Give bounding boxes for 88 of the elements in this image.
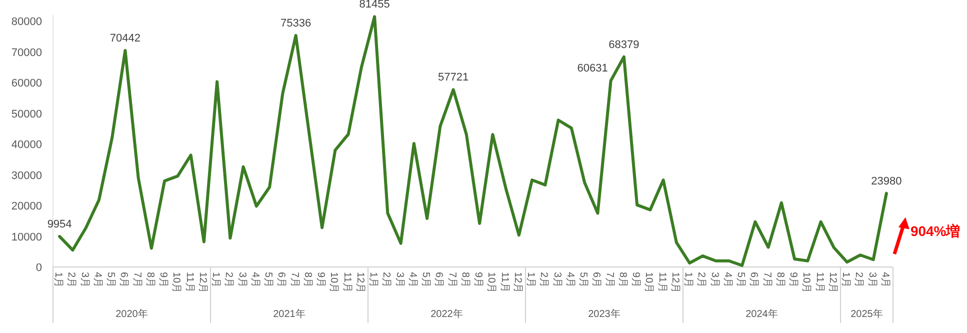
x-tick-label: 4月 — [92, 272, 103, 288]
x-tick-label: 7月 — [131, 272, 142, 288]
x-tick-label: 5月 — [578, 272, 589, 288]
text: 904%増 — [910, 223, 960, 239]
x-tick-label: 1月 — [368, 272, 379, 288]
x-tick-label: 10月 — [170, 272, 182, 294]
x-tick-label: 8月 — [459, 272, 470, 288]
text: 2020年 — [116, 308, 148, 320]
x-tick-label: 7月 — [288, 272, 300, 288]
x-tick-label: 10月 — [643, 272, 654, 294]
x-tick-label: 1月 — [682, 272, 694, 288]
data-label: 57721 — [438, 72, 469, 84]
x-tick-label: 4月 — [406, 272, 418, 288]
x-tick-label: 9月 — [158, 272, 169, 288]
x-tick-label: 6月 — [590, 272, 602, 288]
x-tick-label: 4月 — [722, 272, 733, 288]
x-tick-label: 8月 — [144, 272, 156, 288]
x-tick-label: 8月 — [774, 272, 786, 288]
x-tick-label: 12月 — [826, 272, 838, 294]
x-tick-label: 11月 — [184, 272, 195, 292]
x-tick-label: 4月 — [564, 272, 576, 288]
x-tick-label: 10月 — [486, 272, 497, 294]
y-tick-label: 60000 — [11, 78, 42, 90]
text: 2021年 — [273, 308, 306, 320]
x-tick-label: 2月 — [223, 272, 234, 288]
data-label: 81455 — [359, 0, 390, 11]
y-tick-label: 80000 — [11, 16, 42, 28]
x-tick-label: 7月 — [761, 272, 772, 288]
x-tick-label: 11月 — [498, 272, 510, 292]
x-tick-label: 7月 — [604, 272, 615, 288]
data-label: 60631 — [577, 62, 608, 75]
data-label: 70442 — [110, 32, 140, 45]
x-tick-label: 4月 — [249, 272, 260, 288]
x-tick-label: 7月 — [446, 272, 458, 288]
x-tick-label: 11月 — [656, 272, 668, 292]
x-tick-label: 3月 — [78, 272, 90, 288]
y-tick-label: 30000 — [11, 170, 42, 182]
text: 2024年 — [746, 308, 778, 320]
data-label: 23980 — [871, 175, 902, 188]
x-tick-label: 6月 — [118, 272, 130, 288]
x-tick-label: 2月 — [538, 272, 550, 288]
x-tick-label: 1月 — [210, 272, 222, 288]
x-tick-label: 2月 — [853, 272, 864, 288]
x-tick-label: 1月 — [52, 272, 64, 288]
x-tick-label: 2月 — [66, 272, 77, 288]
x-tick-label: 2月 — [380, 272, 392, 288]
x-tick-label: 5月 — [420, 272, 432, 288]
x-tick-label: 1月 — [840, 272, 852, 288]
x-tick-label: 5月 — [105, 272, 116, 288]
data-label: 9954 — [47, 218, 72, 230]
y-tick-label: 20000 — [11, 200, 42, 213]
x-tick-label: 12月 — [512, 272, 523, 294]
x-tick-label: 2月 — [696, 272, 707, 288]
y-tick-label: 50000 — [11, 108, 42, 120]
x-tick-label: 1月 — [525, 272, 536, 288]
x-tick-label: 9月 — [788, 272, 799, 288]
x-tick-label: 6月 — [748, 272, 760, 288]
x-tick-label: 3月 — [551, 272, 562, 288]
data-label: 75336 — [280, 17, 312, 30]
x-tick-label: 8月 — [616, 272, 628, 288]
x-tick-label: 3月 — [394, 272, 405, 288]
text: 2022年 — [430, 308, 463, 320]
x-tick-label: 12月 — [354, 272, 366, 294]
x-tick-label: 9月 — [630, 272, 642, 288]
x-tick-label: 9月 — [315, 272, 326, 288]
y-tick-label: 10000 — [11, 231, 42, 244]
x-tick-label: 4月 — [879, 272, 890, 288]
x-tick-label: 3月 — [236, 272, 248, 288]
y-tick-label: 70000 — [11, 46, 42, 59]
x-tick-label: 11月 — [814, 272, 825, 292]
x-tick-label: 3月 — [708, 272, 720, 288]
x-tick-label: 8月 — [302, 272, 313, 288]
text: 2025年 — [850, 308, 883, 320]
x-tick-label: 5月 — [735, 272, 746, 288]
x-tick-label: 10月 — [328, 272, 340, 294]
x-tick-label: 5月 — [262, 272, 274, 288]
x-tick-label: 6月 — [276, 272, 287, 288]
y-tick-label: 0 — [36, 262, 42, 274]
x-tick-label: 12月 — [196, 272, 208, 294]
data-label: 68379 — [608, 38, 640, 51]
x-tick-label: 6月 — [433, 272, 444, 288]
x-tick-label: 10月 — [800, 272, 812, 294]
text: 2023年 — [588, 308, 620, 320]
x-tick-label: 3月 — [866, 272, 878, 288]
y-tick-label: 40000 — [11, 139, 42, 152]
x-tick-label: 11月 — [341, 272, 352, 292]
x-tick-label: 12月 — [669, 272, 680, 294]
x-tick-label: 9月 — [472, 272, 484, 288]
